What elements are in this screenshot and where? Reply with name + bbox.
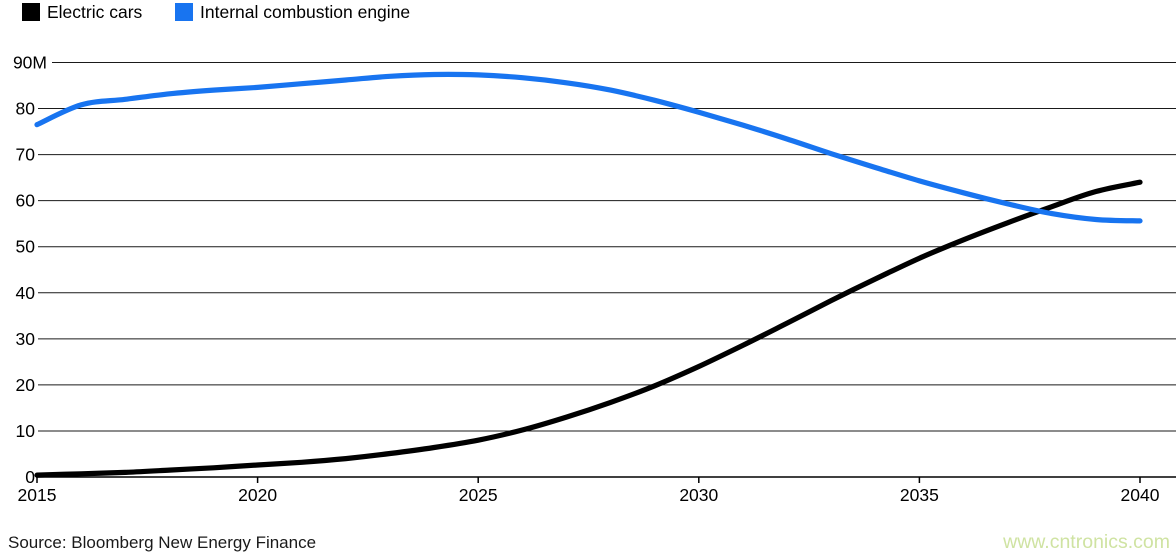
legend-swatch-electric-cars <box>22 3 40 21</box>
y-tick-label: 80 <box>16 99 36 119</box>
x-tick-label: 2040 <box>1121 485 1160 505</box>
legend-item-ice: Internal combustion engine <box>175 3 410 21</box>
y-tick-label: 10 <box>16 421 36 441</box>
line-chart: 0 10 20 30 40 50 60 70 80 90M 2015 2020 2025 2030 2035… <box>13 53 1176 505</box>
series-line-electric-cars <box>34 179 1143 478</box>
watermark-link[interactable]: www.cntronics.com <box>1003 531 1170 553</box>
legend-swatch-ice <box>175 3 193 21</box>
y-tick-label: 70 <box>16 145 36 165</box>
y-tick-label: 50 <box>16 237 36 257</box>
y-tick-label: 20 <box>16 375 36 395</box>
chart-footer: Source: Bloomberg New Energy Finance www… <box>0 531 1176 555</box>
x-tick-label: 2025 <box>459 485 498 505</box>
source-credit: Source: Bloomberg New Energy Finance <box>8 533 317 552</box>
legend-label-ice: Internal combustion engine <box>200 2 411 22</box>
legend-label-electric-cars: Electric cars <box>47 2 143 22</box>
x-tick-label: 2035 <box>900 485 939 505</box>
y-tick-label: 0 <box>25 467 35 487</box>
y-tick-label: 90M <box>13 53 47 73</box>
y-tick-label: 60 <box>16 191 36 211</box>
y-tick-label: 30 <box>16 329 36 349</box>
chart-legend: Electric cars Internal combustion engine <box>0 3 1176 25</box>
x-tick-label: 2020 <box>238 485 277 505</box>
legend-item-electric-cars: Electric cars <box>22 3 142 21</box>
series-line-internal-combustion-engine <box>34 71 1143 224</box>
x-tick-label: 2015 <box>18 485 57 505</box>
x-tick-label: 2030 <box>679 485 718 505</box>
y-tick-label: 40 <box>16 283 36 303</box>
